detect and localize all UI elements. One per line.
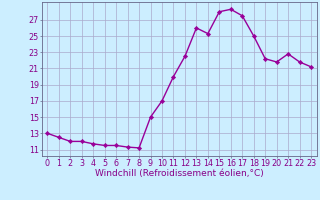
X-axis label: Windchill (Refroidissement éolien,°C): Windchill (Refroidissement éolien,°C) bbox=[95, 169, 264, 178]
